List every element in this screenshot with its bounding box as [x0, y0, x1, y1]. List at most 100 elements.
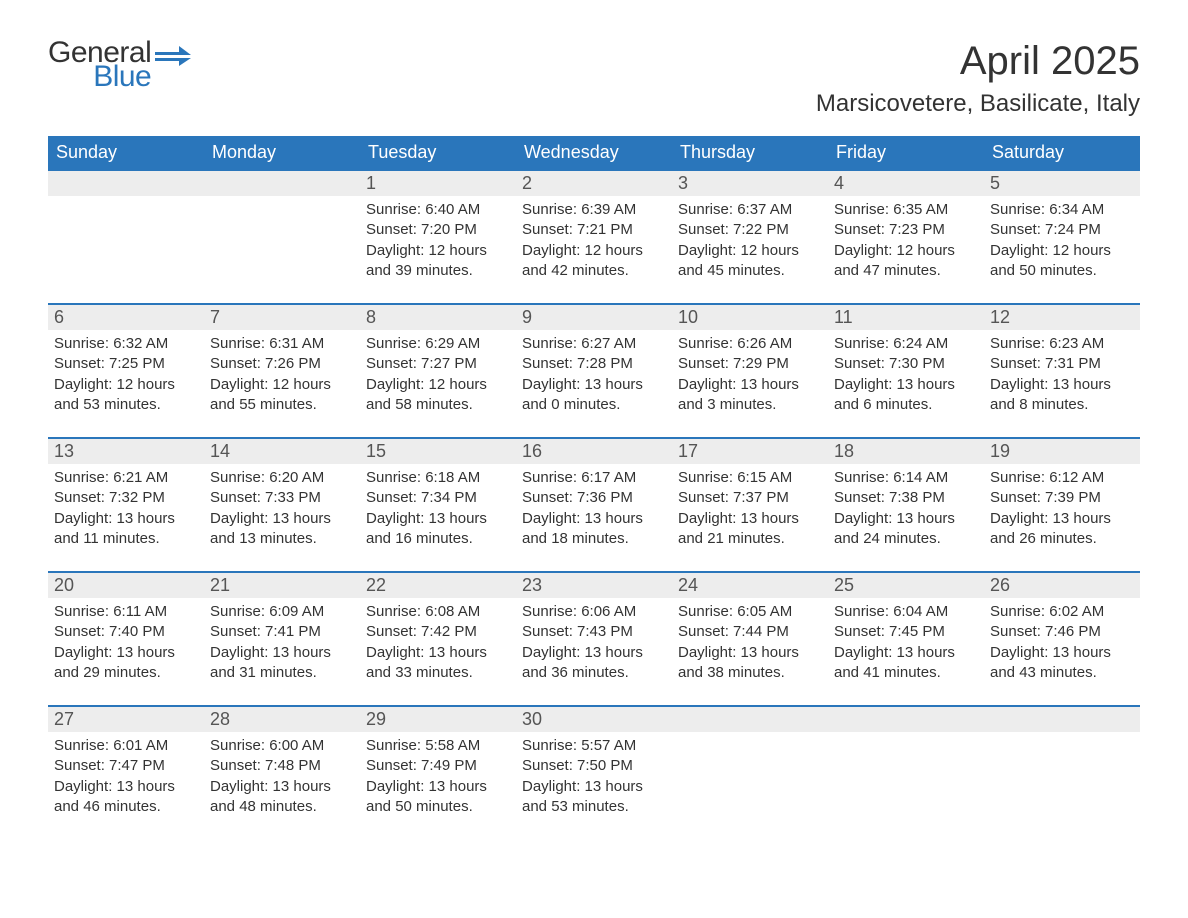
daylight-line: Daylight: 12 hours and 45 minutes.: [678, 241, 822, 282]
week-daynum-row: 13141516171819: [48, 438, 1140, 464]
calendar-head: SundayMondayTuesdayWednesdayThursdayFrid…: [48, 136, 1140, 170]
daylight-line: Daylight: 13 hours and 46 minutes.: [54, 777, 198, 818]
sunrise-line: Sunrise: 6:35 AM: [834, 200, 978, 220]
week-content-row: Sunrise: 6:40 AMSunset: 7:20 PMDaylight:…: [48, 196, 1140, 304]
daylight-line: Daylight: 13 hours and 18 minutes.: [522, 509, 666, 550]
daylight-line: Daylight: 12 hours and 55 minutes.: [210, 375, 354, 416]
sunset-line: Sunset: 7:41 PM: [210, 622, 354, 642]
day-content-cell: Sunrise: 6:06 AMSunset: 7:43 PMDaylight:…: [516, 598, 672, 706]
day-number-cell: 18: [828, 438, 984, 464]
sunset-line: Sunset: 7:39 PM: [990, 488, 1134, 508]
sunset-line: Sunset: 7:23 PM: [834, 220, 978, 240]
day-number-cell: [204, 170, 360, 196]
sunrise-line: Sunrise: 6:24 AM: [834, 334, 978, 354]
day-number-cell: 8: [360, 304, 516, 330]
sunrise-line: Sunrise: 6:39 AM: [522, 200, 666, 220]
sunset-line: Sunset: 7:22 PM: [678, 220, 822, 240]
sunrise-line: Sunrise: 6:32 AM: [54, 334, 198, 354]
sunrise-line: Sunrise: 6:23 AM: [990, 334, 1134, 354]
sunrise-line: Sunrise: 6:08 AM: [366, 602, 510, 622]
sunset-line: Sunset: 7:47 PM: [54, 756, 198, 776]
sunset-line: Sunset: 7:34 PM: [366, 488, 510, 508]
daylight-line: Daylight: 13 hours and 3 minutes.: [678, 375, 822, 416]
daylight-line: Daylight: 13 hours and 21 minutes.: [678, 509, 822, 550]
sunrise-line: Sunrise: 6:05 AM: [678, 602, 822, 622]
day-content-cell: Sunrise: 6:27 AMSunset: 7:28 PMDaylight:…: [516, 330, 672, 438]
sunrise-line: Sunrise: 6:21 AM: [54, 468, 198, 488]
sunset-line: Sunset: 7:50 PM: [522, 756, 666, 776]
sunset-line: Sunset: 7:40 PM: [54, 622, 198, 642]
day-content-cell: [48, 196, 204, 304]
day-content-cell: Sunrise: 6:23 AMSunset: 7:31 PMDaylight:…: [984, 330, 1140, 438]
sunrise-line: Sunrise: 6:14 AM: [834, 468, 978, 488]
daylight-line: Daylight: 13 hours and 38 minutes.: [678, 643, 822, 684]
day-content-cell: Sunrise: 6:12 AMSunset: 7:39 PMDaylight:…: [984, 464, 1140, 572]
daylight-line: Daylight: 13 hours and 24 minutes.: [834, 509, 978, 550]
day-number-cell: 6: [48, 304, 204, 330]
sunset-line: Sunset: 7:42 PM: [366, 622, 510, 642]
day-content-cell: Sunrise: 6:32 AMSunset: 7:25 PMDaylight:…: [48, 330, 204, 438]
day-content-cell: Sunrise: 6:05 AMSunset: 7:44 PMDaylight:…: [672, 598, 828, 706]
sunrise-line: Sunrise: 6:09 AM: [210, 602, 354, 622]
daylight-line: Daylight: 13 hours and 29 minutes.: [54, 643, 198, 684]
day-number-cell: 21: [204, 572, 360, 598]
day-number-cell: 2: [516, 170, 672, 196]
day-content-cell: Sunrise: 6:18 AMSunset: 7:34 PMDaylight:…: [360, 464, 516, 572]
day-number-cell: 30: [516, 706, 672, 732]
week-content-row: Sunrise: 6:11 AMSunset: 7:40 PMDaylight:…: [48, 598, 1140, 706]
day-number-cell: 4: [828, 170, 984, 196]
sunset-line: Sunset: 7:38 PM: [834, 488, 978, 508]
sunrise-line: Sunrise: 6:01 AM: [54, 736, 198, 756]
day-number-cell: 9: [516, 304, 672, 330]
sunrise-line: Sunrise: 6:06 AM: [522, 602, 666, 622]
day-content-cell: Sunrise: 6:09 AMSunset: 7:41 PMDaylight:…: [204, 598, 360, 706]
sunrise-line: Sunrise: 6:27 AM: [522, 334, 666, 354]
day-content-cell: Sunrise: 5:58 AMSunset: 7:49 PMDaylight:…: [360, 732, 516, 839]
sunrise-line: Sunrise: 6:15 AM: [678, 468, 822, 488]
day-number-cell: 22: [360, 572, 516, 598]
day-number-cell: 23: [516, 572, 672, 598]
day-header: Tuesday: [360, 136, 516, 170]
sunset-line: Sunset: 7:45 PM: [834, 622, 978, 642]
daylight-line: Daylight: 13 hours and 41 minutes.: [834, 643, 978, 684]
daylight-line: Daylight: 13 hours and 43 minutes.: [990, 643, 1134, 684]
day-content-cell: Sunrise: 6:34 AMSunset: 7:24 PMDaylight:…: [984, 196, 1140, 304]
sunrise-line: Sunrise: 5:57 AM: [522, 736, 666, 756]
day-content-cell: Sunrise: 6:11 AMSunset: 7:40 PMDaylight:…: [48, 598, 204, 706]
daylight-line: Daylight: 12 hours and 42 minutes.: [522, 241, 666, 282]
day-number-cell: 25: [828, 572, 984, 598]
day-content-cell: Sunrise: 6:15 AMSunset: 7:37 PMDaylight:…: [672, 464, 828, 572]
sunset-line: Sunset: 7:36 PM: [522, 488, 666, 508]
day-content-cell: Sunrise: 6:37 AMSunset: 7:22 PMDaylight:…: [672, 196, 828, 304]
daylight-line: Daylight: 13 hours and 13 minutes.: [210, 509, 354, 550]
sunrise-line: Sunrise: 6:12 AM: [990, 468, 1134, 488]
sunrise-line: Sunrise: 6:17 AM: [522, 468, 666, 488]
day-number-cell: 12: [984, 304, 1140, 330]
day-number-cell: [48, 170, 204, 196]
day-content-cell: Sunrise: 6:00 AMSunset: 7:48 PMDaylight:…: [204, 732, 360, 839]
sunset-line: Sunset: 7:24 PM: [990, 220, 1134, 240]
day-number-cell: 7: [204, 304, 360, 330]
daylight-line: Daylight: 13 hours and 33 minutes.: [366, 643, 510, 684]
daylight-line: Daylight: 13 hours and 50 minutes.: [366, 777, 510, 818]
week-content-row: Sunrise: 6:32 AMSunset: 7:25 PMDaylight:…: [48, 330, 1140, 438]
day-content-cell: Sunrise: 6:08 AMSunset: 7:42 PMDaylight:…: [360, 598, 516, 706]
day-content-cell: Sunrise: 6:24 AMSunset: 7:30 PMDaylight:…: [828, 330, 984, 438]
daylight-line: Daylight: 12 hours and 47 minutes.: [834, 241, 978, 282]
daylight-line: Daylight: 12 hours and 58 minutes.: [366, 375, 510, 416]
day-content-cell: [204, 196, 360, 304]
day-content-cell: Sunrise: 6:29 AMSunset: 7:27 PMDaylight:…: [360, 330, 516, 438]
sunset-line: Sunset: 7:49 PM: [366, 756, 510, 776]
day-content-cell: Sunrise: 6:35 AMSunset: 7:23 PMDaylight:…: [828, 196, 984, 304]
sunrise-line: Sunrise: 6:18 AM: [366, 468, 510, 488]
day-content-cell: [984, 732, 1140, 839]
day-number-cell: 13: [48, 438, 204, 464]
day-number-cell: 16: [516, 438, 672, 464]
sunset-line: Sunset: 7:28 PM: [522, 354, 666, 374]
day-content-cell: Sunrise: 5:57 AMSunset: 7:50 PMDaylight:…: [516, 732, 672, 839]
calendar-page: General Blue April 2025 Marsicovetere, B…: [0, 0, 1188, 918]
logo-flag-icon: [155, 46, 191, 77]
sunset-line: Sunset: 7:44 PM: [678, 622, 822, 642]
sunset-line: Sunset: 7:20 PM: [366, 220, 510, 240]
sunset-line: Sunset: 7:32 PM: [54, 488, 198, 508]
